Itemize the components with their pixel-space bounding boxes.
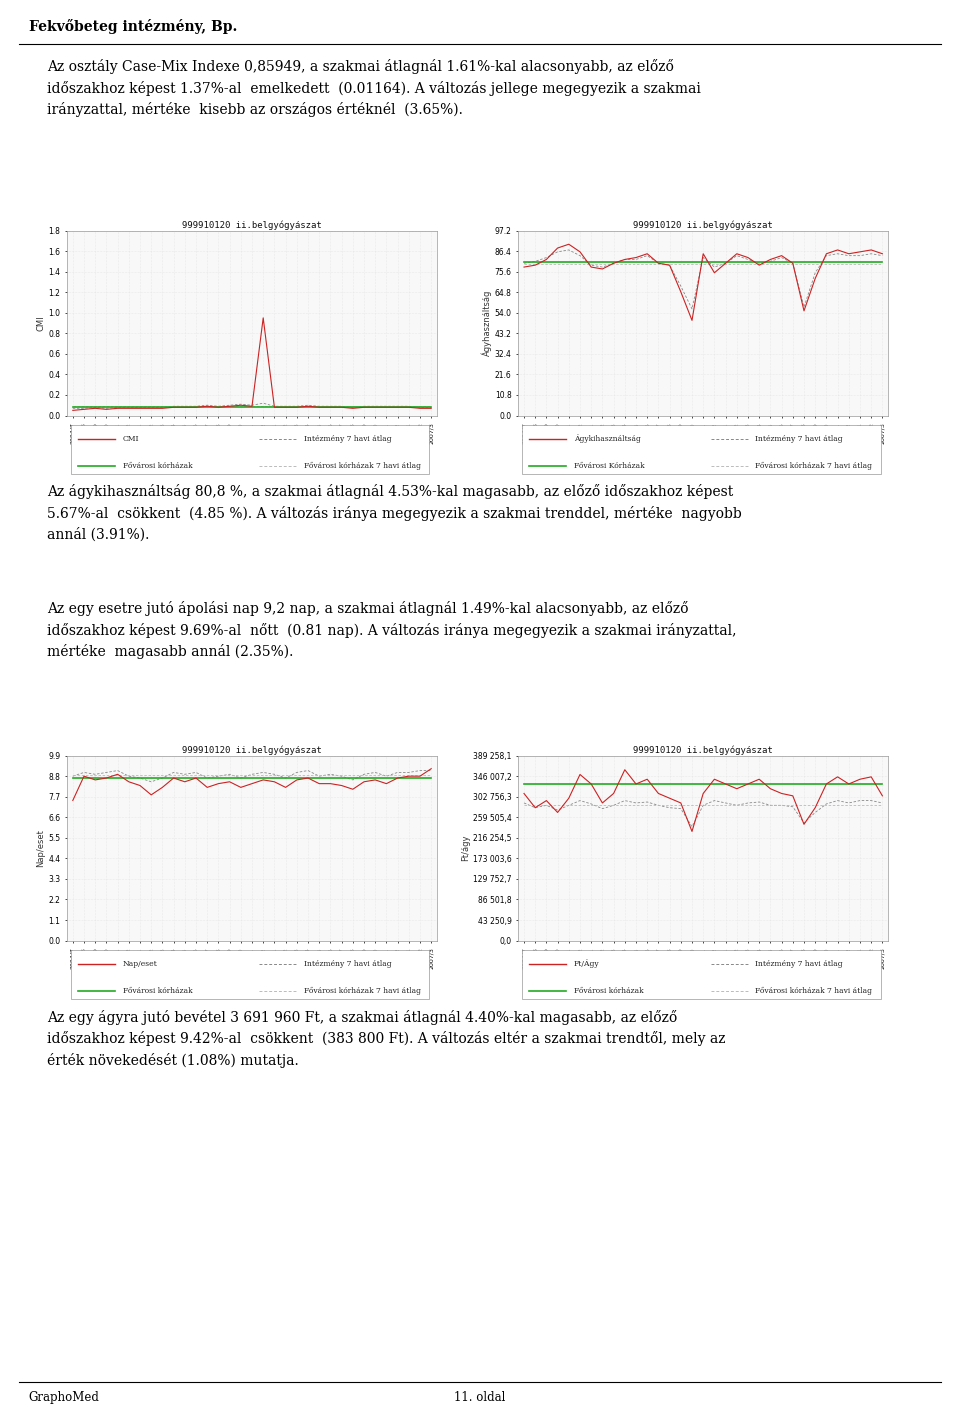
Y-axis label: CMI: CMI	[36, 316, 45, 330]
Text: 11. oldal: 11. oldal	[454, 1392, 506, 1405]
Text: Az osztály Case-Mix Indexe 0,85949, a szakmai átlagnál 1.61%-kal alacsonyabb, az: Az osztály Case-Mix Indexe 0,85949, a sz…	[47, 60, 701, 117]
Title: 999910120 ii.belgyógyászat: 999910120 ii.belgyógyászat	[634, 221, 773, 229]
Text: Intézmény 7 havi átlag: Intézmény 7 havi átlag	[303, 435, 392, 443]
Text: Fővárosi kórházak: Fővárosi kórházak	[123, 462, 192, 470]
Title: 999910120 ii.belgyógyászat: 999910120 ii.belgyógyászat	[634, 746, 773, 754]
Text: GraphoMed: GraphoMed	[29, 1392, 100, 1405]
Text: Fekvőbeteg intézmény, Bp.: Fekvőbeteg intézmény, Bp.	[29, 18, 237, 34]
Text: Fővárosi kórházak 7 havi átlag: Fővárosi kórházak 7 havi átlag	[303, 462, 420, 470]
Text: Az egy esetre jutó ápolási nap 9,2 nap, a szakmai átlagnál 1.49%-kal alacsonyabb: Az egy esetre jutó ápolási nap 9,2 nap, …	[47, 601, 736, 659]
Text: Intézmény 7 havi átlag: Intézmény 7 havi átlag	[755, 961, 843, 968]
Text: Fővárosi Kórházak: Fővárosi Kórházak	[574, 462, 644, 470]
Text: CMI: CMI	[123, 435, 139, 443]
FancyBboxPatch shape	[71, 425, 429, 474]
FancyBboxPatch shape	[71, 951, 429, 999]
Text: Az egy ágyra jutó bevétel 3 691 960 Ft, a szakmai átlagnál 4.40%-kal magasabb, a: Az egy ágyra jutó bevétel 3 691 960 Ft, …	[47, 1009, 726, 1067]
Text: Fővárosi kórházak 7 havi átlag: Fővárosi kórházak 7 havi átlag	[303, 988, 420, 995]
Title: 999910120 ii.belgyógyászat: 999910120 ii.belgyógyászat	[182, 746, 322, 754]
Text: Az ágykihasználtság 80,8 %, a szakmai átlagnál 4.53%-kal magasabb, az előző idős: Az ágykihasználtság 80,8 %, a szakmai át…	[47, 484, 741, 542]
Y-axis label: Ágyhasználtság: Ágyhasználtság	[481, 290, 492, 356]
Text: Ft/Ágy: Ft/Ágy	[574, 959, 599, 969]
Y-axis label: Nap/eset: Nap/eset	[36, 830, 45, 867]
FancyBboxPatch shape	[522, 425, 880, 474]
Title: 999910120 ii.belgyógyászat: 999910120 ii.belgyógyászat	[182, 221, 322, 229]
Text: Fővárosi kórházak: Fővárosi kórházak	[574, 988, 643, 995]
Text: Intézmény 7 havi átlag: Intézmény 7 havi átlag	[303, 961, 392, 968]
Text: Intézmény 7 havi átlag: Intézmény 7 havi átlag	[755, 435, 843, 443]
Text: Fővárosi kórházak 7 havi átlag: Fővárosi kórházak 7 havi átlag	[755, 462, 872, 470]
Y-axis label: Ft/ágy: Ft/ágy	[461, 835, 470, 861]
FancyBboxPatch shape	[522, 951, 880, 999]
Text: Nap/eset: Nap/eset	[123, 961, 157, 968]
Text: Ágykihasználtság: Ágykihasználtság	[574, 434, 640, 444]
Text: Fővárosi kórházak 7 havi átlag: Fővárosi kórházak 7 havi átlag	[755, 988, 872, 995]
Text: Fővárosi kórházak: Fővárosi kórházak	[123, 988, 192, 995]
